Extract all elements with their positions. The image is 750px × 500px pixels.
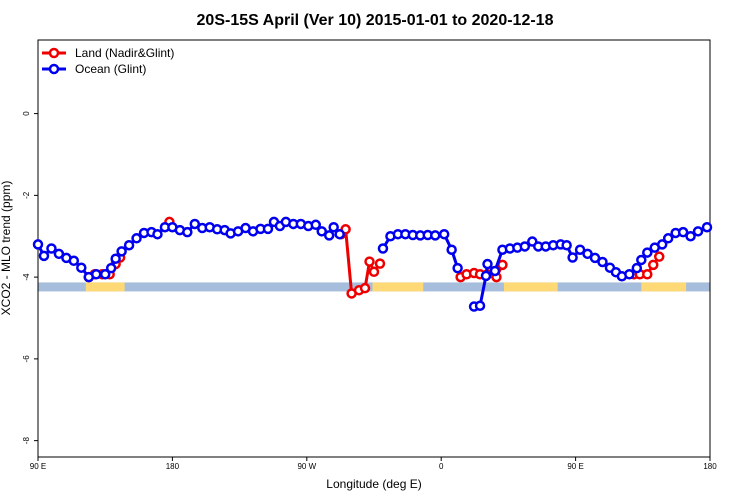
x-tick-label: 0 bbox=[439, 462, 444, 471]
data-point bbox=[582, 248, 593, 260]
data-point bbox=[377, 243, 389, 254]
data-point bbox=[642, 247, 653, 258]
data-point bbox=[567, 252, 578, 263]
data-point bbox=[374, 258, 386, 269]
y-tick-label: -8 bbox=[22, 437, 31, 445]
data-point bbox=[334, 228, 345, 240]
data-point bbox=[310, 219, 322, 231]
land-patch bbox=[503, 282, 558, 292]
data-point bbox=[701, 221, 713, 233]
data-point bbox=[110, 253, 121, 264]
data-point bbox=[32, 239, 44, 250]
data-point bbox=[597, 256, 608, 268]
data-point bbox=[482, 258, 493, 270]
x-tick-label: 180 bbox=[703, 462, 717, 471]
data-point bbox=[692, 226, 704, 237]
data-point bbox=[99, 269, 111, 280]
data-point bbox=[438, 228, 450, 240]
data-point bbox=[561, 239, 572, 251]
data-point bbox=[662, 233, 674, 244]
x-tick-label: 180 bbox=[166, 462, 180, 471]
chart-title: 20S-15S April (Ver 10) 2015-01-01 to 202… bbox=[197, 12, 554, 29]
x-tick-label: 90 E bbox=[30, 462, 46, 471]
y-tick-label: 0 bbox=[22, 111, 31, 116]
y-axis: 0 -2 -4 -6 -8 bbox=[22, 111, 38, 444]
data-point bbox=[328, 221, 339, 233]
data-point bbox=[90, 269, 102, 280]
data-point bbox=[323, 230, 335, 241]
data-point bbox=[685, 230, 696, 242]
data-point bbox=[131, 233, 142, 244]
data-point bbox=[474, 300, 486, 311]
data-point bbox=[76, 262, 87, 273]
data-point bbox=[116, 246, 127, 257]
data-point bbox=[359, 282, 371, 294]
data-point bbox=[68, 255, 80, 267]
data-point bbox=[46, 243, 57, 254]
data-point bbox=[429, 230, 441, 241]
x-axis-label: Longitude (deg E) bbox=[326, 477, 421, 491]
data-point bbox=[589, 252, 601, 264]
data-point bbox=[452, 262, 463, 274]
series-ocean bbox=[32, 216, 713, 312]
map-strip bbox=[38, 282, 710, 292]
data-point bbox=[624, 269, 635, 280]
legend-land-marker bbox=[48, 47, 60, 59]
legend: Land (Nadir&Glint) Ocean (Glint) bbox=[42, 46, 174, 76]
data-point bbox=[519, 241, 531, 252]
legend-land-label: Land (Nadir&Glint) bbox=[75, 46, 174, 60]
data-point bbox=[653, 251, 665, 262]
x-tick-label: 90 E bbox=[567, 462, 583, 471]
data-point bbox=[642, 269, 653, 280]
data-point bbox=[489, 265, 501, 277]
data-point bbox=[38, 250, 50, 262]
x-tick-label: 90 W bbox=[297, 462, 316, 471]
legend-ocean-label: Ocean (Glint) bbox=[75, 62, 146, 76]
data-point bbox=[105, 262, 117, 274]
land-patch bbox=[85, 282, 125, 292]
y-axis-label: XCO2 - MLO trend (ppm) bbox=[0, 181, 13, 316]
y-tick-label: -6 bbox=[22, 355, 31, 363]
data-point bbox=[182, 226, 193, 238]
data-point bbox=[123, 239, 135, 251]
data-point bbox=[189, 218, 201, 230]
series-layer bbox=[32, 216, 713, 312]
y-tick-label: -2 bbox=[22, 191, 31, 199]
data-point bbox=[364, 256, 375, 267]
data-point bbox=[636, 254, 647, 266]
plot-frame bbox=[37, 39, 711, 458]
data-point bbox=[53, 248, 65, 260]
data-point bbox=[656, 239, 668, 250]
data-point bbox=[152, 228, 163, 240]
x-axis: 90 E 180 90 W 0 90 E 180 bbox=[30, 457, 717, 471]
data-point bbox=[446, 244, 457, 255]
data-point bbox=[368, 266, 380, 278]
land-patch bbox=[372, 282, 424, 292]
data-point bbox=[480, 270, 492, 282]
data-point bbox=[677, 226, 689, 238]
data-point bbox=[262, 223, 274, 235]
data-point bbox=[574, 244, 586, 255]
land-patch bbox=[641, 282, 687, 292]
legend-ocean-marker bbox=[48, 63, 60, 75]
data-point bbox=[631, 262, 643, 274]
y-tick-label: -4 bbox=[22, 273, 31, 281]
data-point bbox=[316, 226, 327, 237]
data-point bbox=[648, 259, 659, 271]
